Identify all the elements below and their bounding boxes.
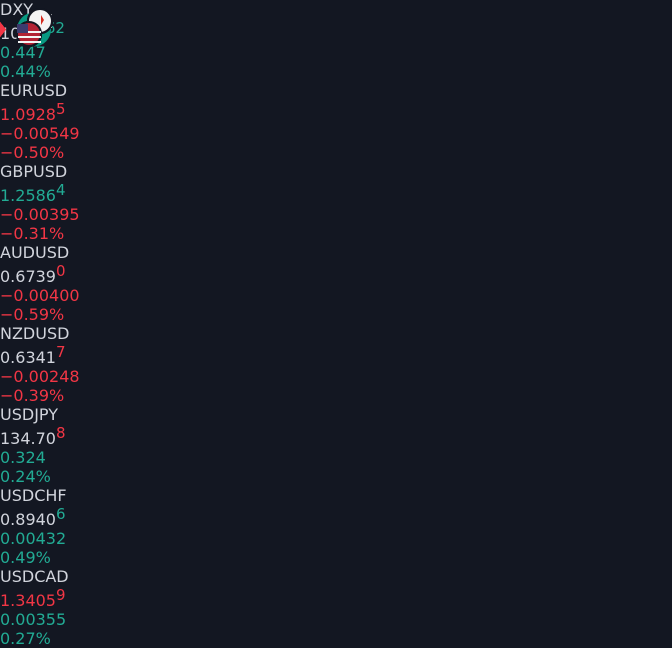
price-tail: 9: [55, 586, 66, 604]
watchlist-row[interactable]: NZDUSD 0.63417 −0.00248 −0.39%: [0, 8, 672, 405]
symbol: USDCHF: [0, 486, 67, 505]
price: 0.63417: [0, 343, 672, 367]
change-percent: 0.24%: [0, 467, 51, 486]
change: 0.00432: [0, 529, 67, 548]
price-main: 1.2586: [0, 186, 56, 205]
price-tail: 7: [55, 343, 66, 361]
change-percent: 0.44%: [0, 62, 51, 81]
change-percent: 0.27%: [0, 629, 51, 648]
change: 0.00355: [0, 610, 67, 629]
price-tail: 8: [55, 424, 66, 442]
symbol: NZDUSD: [0, 324, 70, 343]
symbol: USDCAD: [0, 567, 69, 586]
symbol: EURUSD: [0, 81, 68, 100]
change: 0.324: [0, 448, 46, 467]
price-tail: 0: [55, 262, 66, 280]
watchlist-row[interactable]: AUDUSD 0.67390 −0.00400 −0.59%: [0, 8, 672, 324]
price-main: 1.0928: [0, 105, 56, 124]
price-tail: 4: [55, 181, 66, 199]
watchlist-row[interactable]: USDJPY 134.708 0.324 0.24%: [0, 8, 672, 486]
price: 1.09285: [0, 100, 672, 124]
watchlist-row[interactable]: USDCHF 0.89406 0.00432 0.49%: [0, 8, 672, 567]
change: −0.00400: [0, 286, 80, 305]
change: −0.00248: [0, 367, 80, 386]
symbol: DXY: [0, 0, 34, 19]
symbol: AUDUSD: [0, 243, 70, 262]
change-percent: −0.31%: [0, 224, 65, 243]
symbol-icon: [0, 8, 53, 47]
price-main: 0.8940: [0, 510, 56, 529]
price-main: 1.3405: [0, 591, 56, 610]
price: 0.89406: [0, 505, 672, 529]
change: 0.447: [0, 43, 46, 62]
change-percent: −0.50%: [0, 143, 65, 162]
price: 1.25864: [0, 181, 672, 205]
symbol: USDJPY: [0, 405, 58, 424]
price: 101.862: [0, 19, 672, 43]
price-main: 0.6341: [0, 348, 56, 367]
icon-canton: [17, 24, 28, 33]
watchlist-row[interactable]: USDCAD 1.34059 0.00355 0.27%: [0, 8, 672, 648]
change-percent: −0.39%: [0, 386, 65, 405]
price-main: 134.70: [0, 429, 56, 448]
watchlist-row[interactable]: EURUSD 1.09285 −0.00549 −0.50%: [0, 8, 672, 162]
price-main: 0.6739: [0, 267, 56, 286]
watchlist-row[interactable]: GBPUSD 1.25864 −0.00395 −0.31%: [0, 8, 672, 243]
price-tail: 5: [55, 100, 66, 118]
change: −0.00395: [0, 205, 80, 224]
price: 0.67390: [0, 262, 672, 286]
price: 1.34059: [0, 586, 672, 610]
change-percent: 0.49%: [0, 548, 51, 567]
symbol: GBPUSD: [0, 162, 68, 181]
change: −0.00549: [0, 124, 80, 143]
remove-icon[interactable]: [0, 22, 6, 37]
change-percent: −0.59%: [0, 305, 65, 324]
icon-detail: [41, 15, 44, 25]
price-tail: 6: [55, 505, 66, 523]
price: 134.708: [0, 424, 672, 448]
